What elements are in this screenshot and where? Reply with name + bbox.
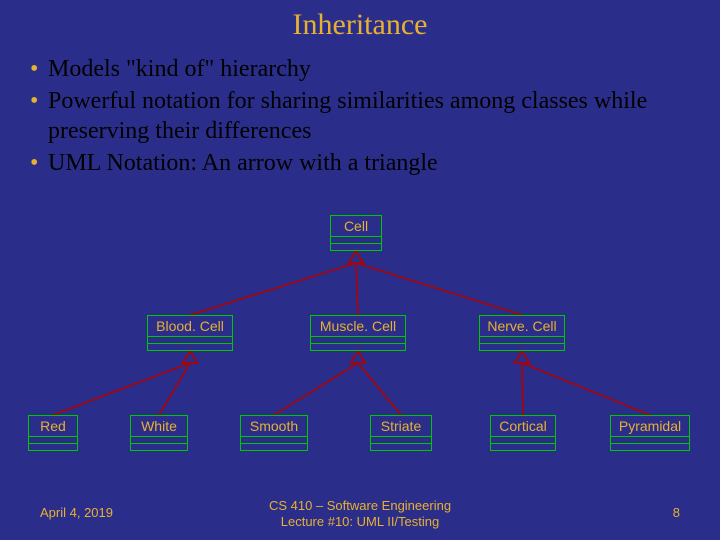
uml-class-compartment — [130, 437, 188, 444]
uml-class-compartment — [370, 437, 432, 444]
uml-class-compartment — [147, 344, 233, 351]
bullet-list: Models "kind of" hierarchy Powerful nota… — [0, 42, 720, 178]
uml-class-name: Muscle. Cell — [310, 315, 406, 337]
uml-class-cortical: Cortical — [490, 415, 556, 451]
uml-class-name: Red — [28, 415, 78, 437]
uml-class-compartment — [28, 437, 78, 444]
uml-class-compartment — [130, 444, 188, 451]
uml-class-name: Blood. Cell — [147, 315, 233, 337]
uml-class-pyramidal: Pyramidal — [610, 415, 690, 451]
uml-class-compartment — [490, 444, 556, 451]
uml-class-name: Cell — [330, 215, 382, 237]
uml-class-compartment — [610, 444, 690, 451]
uml-class-compartment — [240, 444, 308, 451]
uml-class-white: White — [130, 415, 188, 451]
uml-class-compartment — [310, 337, 406, 344]
uml-class-compartment — [147, 337, 233, 344]
uml-class-blood: Blood. Cell — [147, 315, 233, 351]
uml-class-compartment — [330, 237, 382, 244]
uml-class-name: Striate — [370, 415, 432, 437]
uml-class-muscle: Muscle. Cell — [310, 315, 406, 351]
footer-lecture: Lecture #10: UML II/Testing — [281, 514, 440, 529]
uml-class-compartment — [330, 244, 382, 251]
slide: Inheritance Models "kind of" hierarchy P… — [0, 0, 720, 540]
uml-class-compartment — [310, 344, 406, 351]
uml-class-compartment — [28, 444, 78, 451]
bullet-item: UML Notation: An arrow with a triangle — [30, 148, 702, 178]
bullet-item: Models "kind of" hierarchy — [30, 54, 702, 84]
footer-center: CS 410 – Software Engineering Lecture #1… — [0, 498, 720, 531]
footer-course: CS 410 – Software Engineering — [269, 498, 451, 513]
uml-class-red: Red — [28, 415, 78, 451]
uml-class-name: Pyramidal — [610, 415, 690, 437]
uml-class-name: Nerve. Cell — [479, 315, 565, 337]
footer-page-number: 8 — [673, 505, 680, 520]
bullet-item: Powerful notation for sharing similariti… — [30, 86, 702, 146]
uml-class-nerve: Nerve. Cell — [479, 315, 565, 351]
uml-class-compartment — [370, 444, 432, 451]
uml-inheritance-diagram: Cell Blood. Cell Muscle. Cell Nerve. Cell Re… — [0, 200, 720, 500]
uml-class-compartment — [490, 437, 556, 444]
uml-class-compartment — [479, 337, 565, 344]
uml-class-name: Cortical — [490, 415, 556, 437]
slide-title: Inheritance — [0, 0, 720, 42]
uml-class-compartment — [479, 344, 565, 351]
uml-class-name: White — [130, 415, 188, 437]
uml-class-smooth: Smooth — [240, 415, 308, 451]
uml-class-compartment — [240, 437, 308, 444]
uml-class-cell: Cell — [330, 215, 382, 251]
uml-class-compartment — [610, 437, 690, 444]
uml-class-striate: Striate — [370, 415, 432, 451]
uml-class-name: Smooth — [240, 415, 308, 437]
